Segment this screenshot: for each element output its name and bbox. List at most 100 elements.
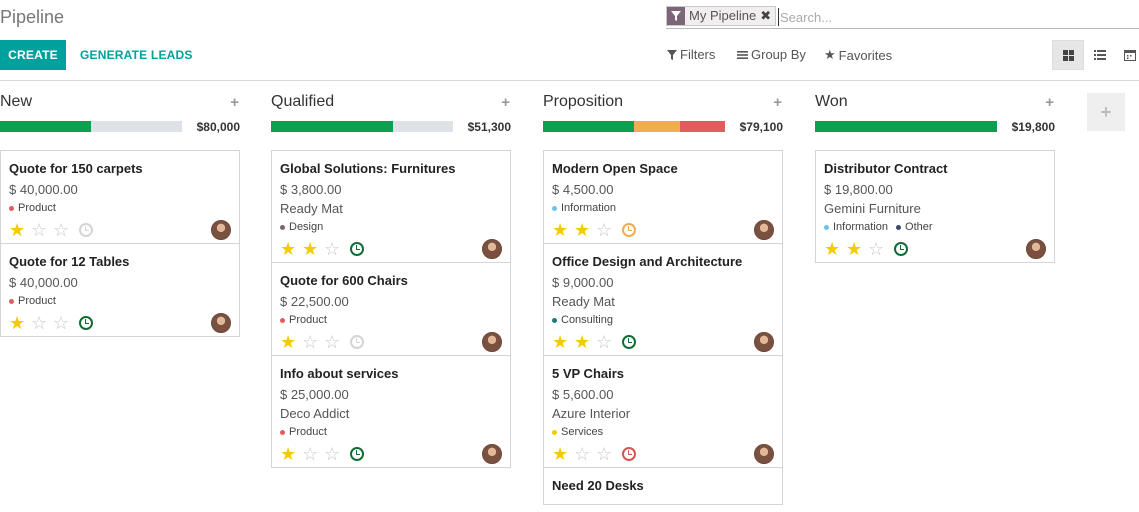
quick-create-icon[interactable]: + (501, 93, 510, 111)
kanban-card[interactable]: Quote for 600 Chairs $ 22,500.00 Product ★ ☆… (271, 262, 511, 356)
kanban-card[interactable]: Office Design and Architecture $ 9,000.00… (543, 243, 783, 356)
progress-segment-green[interactable] (271, 121, 393, 132)
card-footer: ★ ★ ☆ (552, 217, 774, 243)
kanban-card[interactable]: Modern Open Space $ 4,500.00 Information ★ ★… (543, 150, 783, 244)
priority-star-icon[interactable]: ★ (280, 239, 297, 259)
priority-star-icon[interactable]: ☆ (574, 444, 591, 464)
activity-clock-icon[interactable] (622, 223, 636, 237)
column-sum: $79,100 (739, 119, 783, 134)
card-amount: $ 9,000.00 (552, 275, 614, 290)
activity-clock-icon[interactable] (894, 242, 908, 256)
column-title[interactable]: Proposition (543, 93, 624, 110)
favorites-dropdown[interactable]: ★ Favorites (824, 47, 892, 63)
filter-icon (667, 7, 685, 25)
progress-bar[interactable] (543, 121, 725, 132)
group-by-dropdown[interactable]: Group By (737, 47, 806, 62)
kanban-card[interactable]: 5 VP Chairs $ 5,600.00 Azure Interior Servi… (543, 355, 783, 468)
column-title[interactable]: Qualified (271, 93, 335, 110)
avatar (211, 313, 231, 333)
priority-star-icon[interactable]: ☆ (596, 220, 613, 240)
card-tags: Product (280, 425, 502, 439)
priority-star-icon[interactable]: ★ (9, 220, 26, 240)
activity-clock-icon[interactable] (350, 242, 364, 256)
add-column-button[interactable]: + (1087, 93, 1125, 131)
generate-leads-button[interactable]: GENERATE LEADS (72, 40, 201, 70)
priority-star-icon[interactable]: ☆ (302, 444, 319, 464)
progress-segment-green[interactable] (543, 121, 634, 132)
priority-star-icon[interactable]: ☆ (324, 239, 341, 259)
priority-star-icon[interactable]: ★ (824, 239, 841, 259)
card-amount: $ 40,000.00 (9, 182, 78, 197)
priority-star-icon[interactable]: ★ (552, 332, 569, 352)
column-progress: $19,800 (815, 119, 1055, 134)
kanban-card[interactable]: Info about services $ 25,000.00 Deco Addic… (271, 355, 511, 468)
card-footer: ★ ★ ☆ (280, 236, 502, 262)
priority-star-icon[interactable]: ★ (280, 332, 297, 352)
quick-create-icon[interactable]: + (773, 93, 782, 111)
priority-star-icon[interactable]: ★ (302, 239, 319, 259)
progress-segment-green[interactable] (0, 121, 91, 132)
group-by-label: Group By (751, 47, 806, 62)
priority-star-icon[interactable]: ☆ (302, 332, 319, 352)
progress-bar[interactable] (815, 121, 997, 132)
progress-segment-orange[interactable] (634, 121, 680, 132)
column-title[interactable]: New (0, 93, 33, 110)
card-footer: ★ ★ ☆ (824, 236, 1046, 262)
column-sum: $51,300 (467, 119, 511, 134)
calendar-view-button[interactable] (1116, 40, 1139, 70)
column-progress: $51,300 (271, 119, 511, 134)
column-title[interactable]: Won (815, 93, 848, 110)
kanban-card[interactable]: Quote for 12 Tables $ 40,000.00 Product ★ ☆ ☆ (0, 243, 240, 337)
progress-bar[interactable] (271, 121, 453, 132)
kanban-card[interactable]: Need 20 Desks (543, 467, 783, 505)
quick-create-icon[interactable]: + (230, 93, 239, 111)
progress-bar[interactable] (0, 121, 182, 132)
priority-star-icon[interactable]: ☆ (31, 220, 48, 240)
kanban-card[interactable]: Quote for 150 carpets $ 40,000.00 Product ★… (0, 150, 240, 244)
activity-clock-icon[interactable] (79, 316, 93, 330)
activity-clock-icon[interactable] (350, 447, 364, 461)
priority-star-icon[interactable]: ☆ (31, 313, 48, 333)
priority-star-icon[interactable]: ★ (280, 444, 297, 464)
column-cards: Quote for 150 carpets $ 40,000.00 Product ★… (0, 150, 240, 337)
priority-star-icon[interactable]: ☆ (868, 239, 885, 259)
activity-clock-icon[interactable] (622, 447, 636, 461)
card-title: Need 20 Desks (552, 478, 644, 493)
progress-segment-red[interactable] (679, 121, 725, 132)
kanban-card[interactable]: Distributor Contract $ 19,800.00 Gemini Fu… (815, 150, 1055, 263)
tag-color-dot (280, 224, 285, 230)
tag-color-dot (280, 317, 285, 323)
tag-color-dot (552, 205, 557, 211)
card-amount: $ 19,800.00 (824, 182, 893, 197)
search-facet[interactable]: My Pipeline ✖ (666, 6, 777, 26)
tag-color-dot (552, 317, 557, 323)
quick-create-icon[interactable]: + (1045, 93, 1054, 111)
priority-star-icon[interactable]: ☆ (324, 332, 341, 352)
create-button[interactable]: CREATE (0, 40, 66, 70)
activity-clock-icon[interactable] (622, 335, 636, 349)
activity-clock-icon[interactable] (350, 335, 364, 349)
kanban-card[interactable]: Global Solutions: Furnitures $ 3,800.00 Re… (271, 150, 511, 263)
priority-star-icon[interactable]: ★ (574, 332, 591, 352)
remove-facet-icon[interactable]: ✖ (760, 8, 772, 23)
priority-star-icon[interactable]: ☆ (53, 220, 70, 240)
card-tag: Consulting (552, 313, 613, 327)
priority-star-icon[interactable]: ☆ (324, 444, 341, 464)
priority-star-icon[interactable]: ☆ (53, 313, 70, 333)
priority-star-icon[interactable]: ☆ (596, 444, 613, 464)
progress-segment-green[interactable] (815, 121, 997, 132)
kanban-view-button[interactable] (1052, 40, 1084, 70)
search-input[interactable] (778, 8, 1139, 26)
priority-star-icon[interactable]: ★ (574, 220, 591, 240)
list-view-button[interactable] (1084, 40, 1116, 70)
priority-star-icon[interactable]: ★ (9, 313, 26, 333)
column-sum: $80,000 (196, 119, 240, 134)
activity-clock-icon[interactable] (79, 223, 93, 237)
card-title: Info about services (280, 366, 399, 381)
priority-star-icon[interactable]: ★ (846, 239, 863, 259)
filters-dropdown[interactable]: Filters (667, 47, 715, 62)
priority-star-icon[interactable]: ☆ (596, 332, 613, 352)
priority-star-icon[interactable]: ★ (552, 444, 569, 464)
priority-star-icon[interactable]: ★ (552, 220, 569, 240)
column-sum: $19,800 (1011, 119, 1055, 134)
